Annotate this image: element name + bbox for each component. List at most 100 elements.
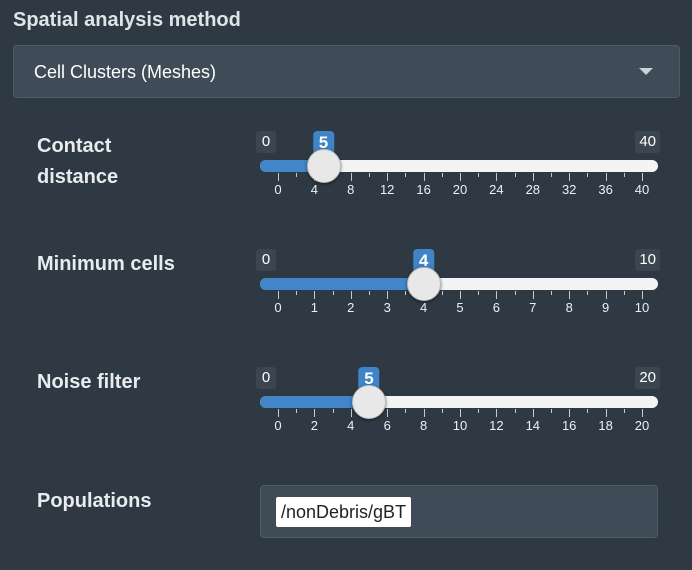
tick-label: 10 [634, 300, 650, 315]
slider-min-label: 0 [256, 249, 276, 271]
minor-tick [478, 291, 480, 295]
populations-label: Populations [37, 490, 152, 512]
minor-tick [514, 291, 516, 295]
tick-label: 14 [525, 418, 541, 433]
tick-label: 9 [601, 300, 610, 315]
tick-label: 36 [598, 182, 613, 197]
slider-fill [260, 278, 424, 290]
minimum-cells-slider[interactable]: 0 10 4 0 1 2 3 4 5 6 7 8 9 10 [256, 249, 660, 339]
populations-input[interactable]: /nonDebris/gBT [260, 485, 658, 538]
minor-tick [514, 173, 516, 177]
major-tick [642, 173, 643, 181]
minor-tick [478, 173, 480, 177]
major-tick [532, 291, 534, 299]
slider-track[interactable] [260, 278, 658, 290]
tick-label: 16 [561, 418, 577, 433]
minor-tick [369, 291, 370, 295]
major-tick [460, 173, 461, 181]
major-tick [496, 291, 498, 299]
slider-handle[interactable] [406, 267, 441, 301]
tick-label: 7 [529, 300, 537, 315]
minor-tick [551, 291, 552, 295]
tick-label: 0 [274, 418, 282, 433]
major-tick [605, 173, 607, 181]
major-tick [350, 409, 352, 417]
minor-tick [587, 291, 589, 295]
tick-label: 10 [452, 418, 468, 433]
minor-tick [478, 409, 480, 413]
slider-max-label: 20 [635, 367, 660, 389]
minor-tick [551, 173, 552, 177]
section-title: Spatial analysis method [13, 9, 241, 31]
major-tick [350, 291, 352, 299]
chevron-down-icon[interactable] [639, 68, 653, 75]
minor-tick [405, 291, 407, 295]
slider-fill [260, 396, 369, 408]
minor-tick [623, 291, 625, 295]
minor-tick [332, 409, 334, 413]
tick-label: 3 [383, 300, 391, 315]
slider-handle[interactable] [306, 149, 341, 183]
tick-label: 4 [347, 418, 355, 433]
minor-tick [623, 173, 625, 177]
slider-max-label: 10 [635, 249, 660, 271]
tick-label: 6 [383, 418, 391, 433]
tick-label: 32 [561, 182, 577, 197]
major-tick [569, 409, 571, 417]
noise-filter-label: Noise filter [37, 371, 141, 393]
minor-tick [551, 409, 552, 413]
major-tick [460, 291, 461, 299]
major-tick [350, 173, 352, 181]
tick-label: 8 [419, 418, 428, 433]
tick-label: 18 [598, 418, 613, 433]
slider-handle[interactable] [352, 385, 386, 419]
major-tick [605, 291, 607, 299]
major-tick [605, 409, 607, 417]
noise-filter-slider[interactable]: 0 20 5 0 2 4 6 8 10 12 14 16 18 20 [256, 367, 660, 457]
major-tick [460, 409, 461, 417]
tick-label: 12 [489, 418, 504, 433]
minor-tick [369, 173, 370, 177]
tick-label: 4 [419, 300, 428, 315]
major-tick [496, 409, 498, 417]
major-tick [569, 291, 571, 299]
minor-tick [296, 173, 298, 177]
major-tick [387, 291, 389, 299]
slider-track[interactable] [260, 396, 658, 408]
major-tick [496, 173, 498, 181]
minor-tick [296, 291, 298, 295]
minor-tick [514, 409, 516, 413]
tick-label: 16 [416, 182, 431, 197]
major-tick [314, 409, 316, 417]
tick-label: 20 [452, 182, 468, 197]
minor-tick [296, 409, 298, 413]
tick-label: 8 [347, 182, 355, 197]
select-value: Cell Clusters (Meshes) [34, 62, 217, 82]
contact-distance-label: Contact distance [37, 135, 119, 188]
minor-tick [405, 173, 407, 177]
tick-label: 6 [492, 300, 501, 315]
slider-min-label: 0 [256, 131, 276, 153]
minimum-cells-label: Minimum cells [37, 253, 175, 275]
major-tick [387, 173, 389, 181]
major-tick [314, 291, 316, 299]
population-tag[interactable]: /nonDebris/gBT [276, 497, 412, 527]
tick-label: 5 [456, 300, 464, 315]
tick-label: 12 [379, 182, 395, 197]
tick-label: 40 [634, 182, 650, 197]
tick-label: 1 [310, 300, 319, 315]
minor-tick [623, 409, 625, 413]
tick-label: 2 [347, 300, 355, 315]
major-tick [532, 409, 534, 417]
major-tick [532, 173, 534, 181]
analysis-method-select[interactable]: Cell Clusters (Meshes) [13, 45, 680, 98]
minor-tick [441, 409, 443, 413]
major-tick [423, 173, 425, 181]
tick-label: 28 [525, 182, 541, 197]
minor-tick [441, 291, 443, 295]
contact-distance-slider[interactable]: 0 40 5 0 4 8 12 16 20 24 28 32 36 40 [256, 131, 660, 221]
major-tick [423, 409, 425, 417]
major-tick [278, 291, 279, 299]
major-tick [278, 409, 279, 417]
major-tick [569, 173, 571, 181]
